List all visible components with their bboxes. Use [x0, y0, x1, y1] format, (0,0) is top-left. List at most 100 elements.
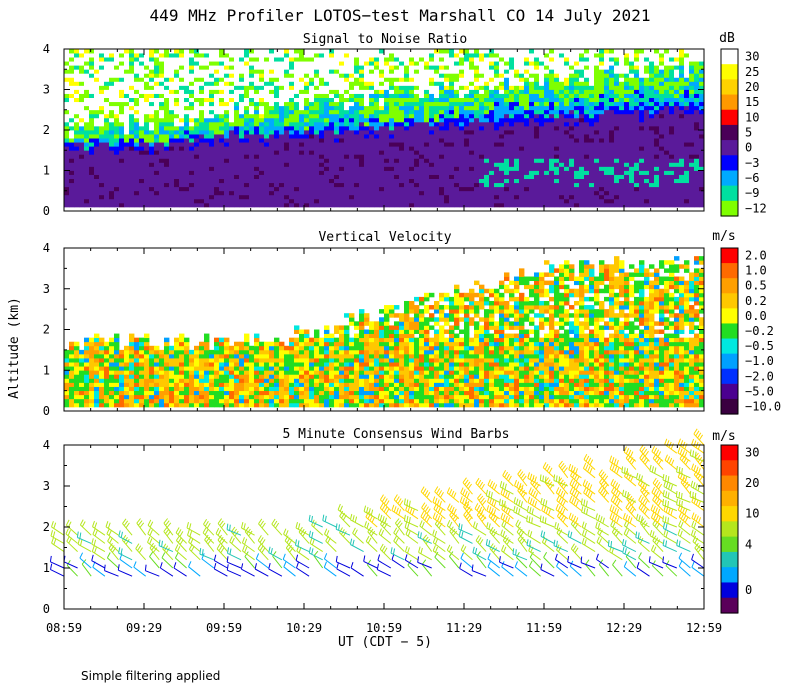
snr-cell — [579, 202, 585, 208]
snr-cell — [699, 73, 705, 78]
snr-cell — [284, 154, 290, 159]
snr-cell — [459, 89, 465, 94]
snr-cell — [639, 57, 645, 62]
snr-cell — [349, 178, 355, 184]
snr-cell — [99, 73, 105, 78]
snr-cell — [234, 142, 240, 147]
snr-cell — [189, 130, 195, 135]
snr-cell — [469, 101, 475, 107]
snr-cell — [654, 186, 660, 192]
snr-cell — [694, 158, 700, 163]
snr-cell — [379, 89, 385, 94]
snr-cell — [439, 77, 445, 82]
snr-cell — [199, 53, 205, 58]
snr-cell — [209, 49, 215, 54]
snr-cell — [444, 113, 450, 119]
snr-cell — [334, 57, 340, 62]
snr-cell — [469, 194, 475, 200]
snr-cell — [629, 77, 635, 82]
snr-cell — [179, 69, 185, 74]
snr-cell — [409, 198, 415, 204]
snr-cell — [314, 142, 320, 147]
snr-cell — [324, 170, 330, 175]
snr-cell — [244, 93, 250, 98]
snr-cell — [364, 182, 370, 188]
snr-cell — [609, 57, 615, 62]
snr-cell — [244, 138, 250, 143]
snr-cell — [249, 130, 255, 135]
snr-cell — [249, 61, 255, 66]
snr-cell — [229, 138, 235, 143]
snr-cell — [384, 85, 390, 90]
snr-cell — [384, 49, 390, 54]
snr-cell — [239, 69, 245, 74]
snr-cell — [454, 81, 460, 86]
snr-cell — [199, 49, 205, 54]
snr-cell — [244, 81, 250, 86]
snr-cell — [84, 134, 90, 139]
snr-cell — [314, 101, 320, 107]
snr-cell — [184, 170, 190, 175]
snr-cell — [349, 174, 355, 179]
snr-cell — [339, 170, 345, 175]
snr-cell — [119, 186, 125, 192]
snr-cell — [64, 53, 70, 58]
snr-cell — [114, 125, 120, 131]
snr-cell — [314, 150, 320, 155]
snr-cell — [84, 170, 90, 175]
snr-cell — [124, 125, 130, 131]
snr-cell — [429, 109, 435, 115]
snr-cell — [409, 69, 415, 74]
snr-cell — [629, 150, 635, 155]
snr-cell — [674, 69, 680, 74]
snr-cell — [74, 97, 80, 103]
snr-cell — [404, 190, 410, 196]
snr-cell — [179, 202, 185, 208]
snr-cell — [529, 61, 535, 66]
snr-cell — [574, 109, 580, 115]
snr-cell — [689, 109, 695, 115]
snr-cell — [559, 49, 565, 54]
snr-cell — [84, 182, 90, 188]
snr-cell — [159, 186, 165, 192]
snr-cell — [264, 166, 270, 171]
snr-cell — [144, 170, 150, 175]
snr-cell — [74, 170, 80, 175]
snr-cell — [394, 73, 400, 78]
snr-cell — [404, 154, 410, 159]
snr-cell — [69, 69, 75, 74]
snr-cell — [344, 162, 350, 167]
snr-cell — [614, 186, 620, 192]
snr-cell — [654, 49, 660, 54]
snr-cell — [549, 178, 555, 184]
snr-cell — [684, 194, 690, 200]
snr-cell — [444, 146, 450, 151]
snr-cell — [134, 150, 140, 155]
snr-cell — [529, 138, 535, 143]
snr-cell — [279, 101, 285, 107]
snr-cell — [284, 117, 290, 123]
snr-cell — [104, 109, 110, 115]
snr-cell — [374, 182, 380, 188]
snr-cell — [514, 182, 520, 188]
snr-cell — [604, 97, 610, 103]
snr-cell — [69, 105, 75, 111]
snr-cell — [124, 158, 130, 163]
snr-cell — [94, 109, 100, 115]
snr-cell — [89, 85, 95, 90]
snr-cell — [274, 142, 280, 147]
snr-cell — [404, 105, 410, 111]
snr-cell — [579, 182, 585, 188]
snr-cell — [464, 85, 470, 90]
snr-cell — [614, 89, 620, 94]
snr-cell — [174, 109, 180, 115]
snr-cell — [339, 77, 345, 82]
snr-cell — [254, 142, 260, 147]
snr-cell — [344, 97, 350, 103]
snr-cell — [234, 202, 240, 208]
snr-cell — [259, 138, 265, 143]
snr-cell — [379, 49, 385, 54]
snr-cell — [664, 174, 670, 179]
snr-cell — [99, 166, 105, 171]
snr-cell — [319, 166, 325, 171]
